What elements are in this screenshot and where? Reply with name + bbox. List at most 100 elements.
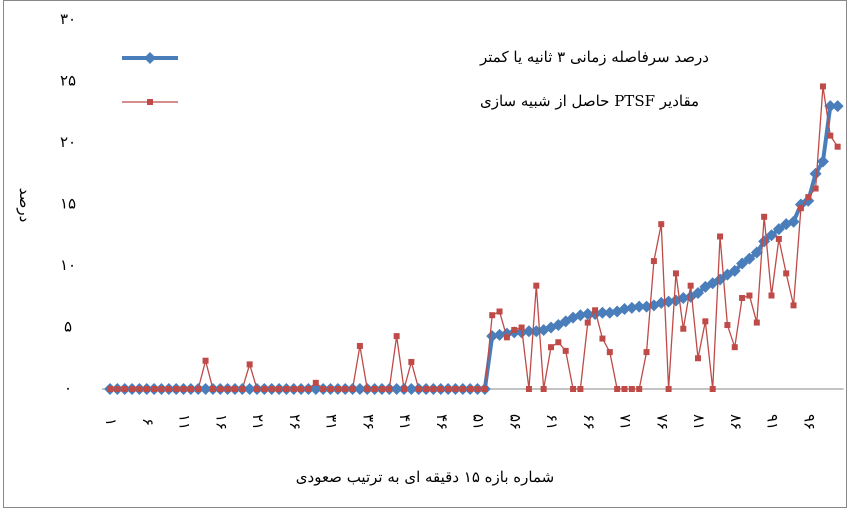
y-tick-label: ۲۰ bbox=[60, 133, 76, 151]
point-marker bbox=[761, 213, 768, 220]
x-tick-label: ۸۱ bbox=[690, 414, 708, 430]
point-marker bbox=[290, 386, 297, 392]
point-marker bbox=[437, 386, 444, 392]
x-tick-label: ۷۱ bbox=[617, 414, 635, 430]
point-marker bbox=[305, 386, 312, 392]
point-marker bbox=[618, 303, 631, 316]
point-marker bbox=[599, 335, 606, 342]
point-marker bbox=[503, 334, 510, 341]
point-marker bbox=[467, 386, 474, 392]
x-tick-label: ۹۶ bbox=[800, 414, 818, 430]
y-tick-label: ۳۰ bbox=[60, 10, 76, 28]
point-marker bbox=[790, 302, 797, 309]
x-tick-label: ۲۶ bbox=[286, 414, 304, 430]
point-marker bbox=[819, 83, 826, 90]
point-marker bbox=[574, 309, 587, 322]
point-marker bbox=[518, 324, 525, 331]
y-tick-label: ۱۰ bbox=[60, 256, 76, 274]
point-marker bbox=[677, 291, 690, 304]
y-axis-title: درصد bbox=[16, 188, 34, 223]
point-marker bbox=[481, 386, 488, 392]
legend-label: مقادیر PTSF حاصل از شبیه سازی bbox=[480, 92, 699, 110]
point-marker bbox=[121, 386, 128, 392]
point-marker bbox=[246, 361, 253, 368]
point-marker bbox=[812, 185, 819, 192]
x-tick-label: ۳۶ bbox=[359, 414, 377, 430]
point-marker bbox=[151, 386, 158, 392]
point-marker bbox=[614, 386, 621, 392]
y-tick-label: ۲۵ bbox=[60, 72, 76, 90]
point-marker bbox=[334, 386, 341, 392]
x-tick-label: ۶ bbox=[139, 418, 157, 426]
point-marker bbox=[584, 319, 591, 326]
point-marker bbox=[702, 318, 709, 325]
point-marker bbox=[327, 386, 334, 392]
x-tick-label: ۷۶ bbox=[653, 414, 671, 430]
y-tick-label: ٠ bbox=[64, 379, 72, 397]
point-marker bbox=[136, 386, 143, 392]
point-marker bbox=[378, 386, 385, 392]
legend-label: درصد سرفاصله زمانی ۳ ثانیه یا کمتر bbox=[479, 48, 709, 66]
point-marker bbox=[217, 386, 224, 392]
x-tick-label: ۳۱ bbox=[323, 414, 341, 430]
point-marker bbox=[577, 386, 584, 392]
x-tick-label: ۵۱ bbox=[470, 414, 488, 430]
point-marker bbox=[724, 322, 731, 329]
point-marker bbox=[775, 235, 782, 242]
legend-marker bbox=[144, 52, 156, 64]
point-marker bbox=[452, 386, 459, 392]
point-marker bbox=[562, 347, 569, 354]
point-marker bbox=[633, 300, 646, 313]
point-marker bbox=[283, 386, 290, 392]
point-marker bbox=[787, 215, 800, 228]
point-marker bbox=[459, 386, 466, 392]
x-tick-label: ۸۶ bbox=[727, 414, 745, 430]
point-marker bbox=[143, 386, 150, 392]
point-marker bbox=[717, 233, 724, 240]
point-marker bbox=[493, 328, 506, 341]
point-marker bbox=[728, 264, 741, 277]
x-tick-label: ۴۱ bbox=[396, 414, 414, 430]
x-tick-label: ۶۶ bbox=[580, 414, 598, 430]
point-marker bbox=[739, 294, 746, 301]
point-marker bbox=[816, 155, 829, 168]
point-marker bbox=[187, 386, 194, 392]
x-tick-label: ۲۱ bbox=[249, 414, 267, 430]
point-marker bbox=[342, 386, 349, 392]
point-marker bbox=[209, 386, 216, 392]
point-marker bbox=[596, 306, 609, 319]
point-marker bbox=[731, 344, 738, 351]
point-marker bbox=[753, 319, 760, 326]
point-marker bbox=[548, 344, 554, 351]
point-marker bbox=[114, 386, 121, 392]
point-marker bbox=[356, 342, 363, 349]
point-marker bbox=[276, 386, 283, 392]
point-marker bbox=[824, 100, 837, 113]
point-marker bbox=[692, 287, 704, 300]
legend-marker bbox=[147, 99, 153, 105]
point-marker bbox=[371, 386, 378, 392]
point-marker bbox=[768, 292, 775, 299]
x-axis-title: شماره بازه ۱۵ دقیقه ای به ترتیب صعودی bbox=[296, 468, 554, 486]
point-marker bbox=[254, 386, 260, 392]
point-marker bbox=[445, 386, 452, 392]
point-marker bbox=[709, 386, 716, 392]
point-marker bbox=[312, 379, 319, 386]
point-marker bbox=[603, 306, 616, 319]
point-marker bbox=[625, 301, 638, 314]
y-tick-label: ۵ bbox=[64, 318, 72, 336]
point-marker bbox=[540, 386, 547, 392]
point-marker bbox=[750, 246, 763, 259]
point-marker bbox=[423, 386, 430, 392]
point-marker bbox=[736, 257, 749, 270]
point-marker bbox=[621, 386, 628, 392]
point-marker bbox=[695, 355, 701, 362]
point-marker bbox=[243, 383, 256, 395]
point-marker bbox=[525, 386, 532, 392]
point-marker bbox=[809, 167, 822, 180]
point-marker bbox=[533, 282, 540, 289]
x-tick-label: ۱۱ bbox=[176, 414, 194, 430]
point-marker bbox=[746, 292, 753, 299]
x-tick-label: ۱۶ bbox=[212, 414, 230, 430]
point-marker bbox=[364, 386, 371, 392]
